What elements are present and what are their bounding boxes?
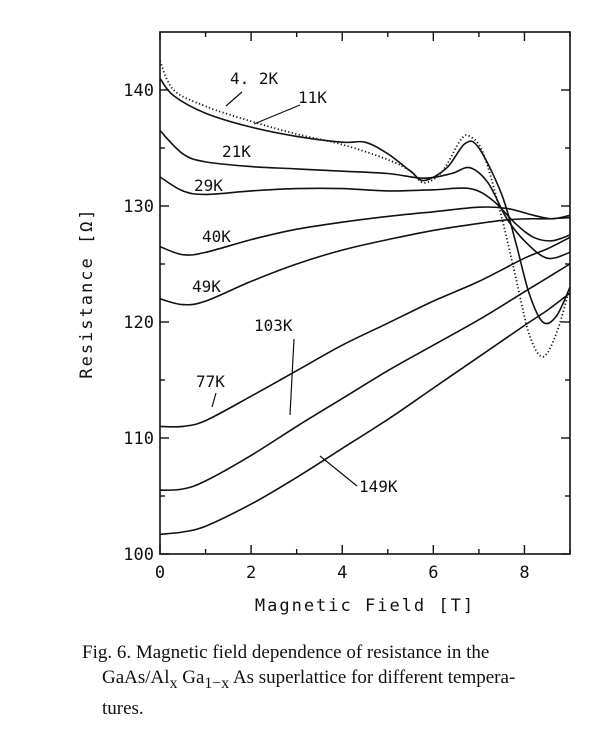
caption-sub-x: x [169, 674, 178, 692]
label-leaders [211, 91, 358, 487]
curve-label: 4. 2K [230, 69, 279, 88]
x-tick-label: 8 [519, 563, 529, 583]
y-tick-label: 110 [123, 429, 154, 449]
y-axis-title: Resistance [Ω] [77, 207, 97, 378]
plot-frame [159, 31, 571, 555]
curve-label: 77K [196, 372, 225, 391]
caption-line-2: GaAs/Alx Ga1−x As superlattice for diffe… [82, 665, 582, 696]
y-tick-label: 100 [123, 545, 154, 565]
curve-29K [159, 176, 571, 242]
x-axis-title: Magnetic Field [T] [255, 596, 475, 616]
curves [159, 60, 571, 536]
caption-line-1: Fig. 6. Magnetic field dependence of res… [82, 642, 490, 663]
label-leader-line [225, 91, 243, 107]
caption-text-a: GaAs/Al [102, 667, 170, 688]
figure-caption: Fig. 6. Magnetic field dependence of res… [82, 640, 582, 721]
curve-49K [159, 216, 571, 306]
caption-text-c: As superlattice for different tempera- [229, 667, 516, 688]
curve-label: 11K [298, 88, 327, 107]
curve-label: 49K [192, 277, 221, 296]
x-tick-label: 2 [246, 563, 256, 583]
curve-11K [159, 77, 571, 325]
x-tick-label: 4 [337, 563, 347, 583]
curve-label: 29K [194, 176, 223, 195]
curve-103K [159, 263, 571, 491]
curve-label: 149K [359, 477, 398, 496]
curve-149K [159, 292, 571, 536]
y-tick-label: 130 [123, 197, 154, 217]
curve-label: 103K [254, 316, 293, 335]
x-tick-label: 6 [428, 563, 438, 583]
curve-77K [159, 236, 571, 428]
caption-line-3: tures. [102, 697, 144, 719]
curve-labels: 4. 2K 11K 21K 29K 40K 49K 103K 77K 149K [192, 69, 398, 496]
curve-21K [159, 130, 571, 260]
curve-label: 40K [202, 227, 231, 246]
curve-label: 21K [222, 142, 251, 161]
label-leader-line [319, 455, 358, 487]
axis-ticks [159, 32, 571, 555]
curve-40K [159, 206, 571, 256]
label-leader-line [253, 104, 301, 125]
label-leader-line [211, 392, 217, 408]
x-tick-label: 0 [155, 563, 165, 583]
y-tick-label: 120 [123, 313, 154, 333]
label-leader-line [289, 338, 295, 416]
resistance-vs-field-chart: 0 2 4 6 8 100 110 120 130 140 4. 2K 11K 21K 29K 40K 49… [77, 31, 571, 616]
y-tick-label: 140 [123, 81, 154, 101]
axis-tick-labels: 0 2 4 6 8 100 110 120 130 140 [123, 81, 529, 583]
caption-sub-1-x: 1−x [204, 674, 230, 692]
caption-text-b: Ga [177, 667, 205, 688]
